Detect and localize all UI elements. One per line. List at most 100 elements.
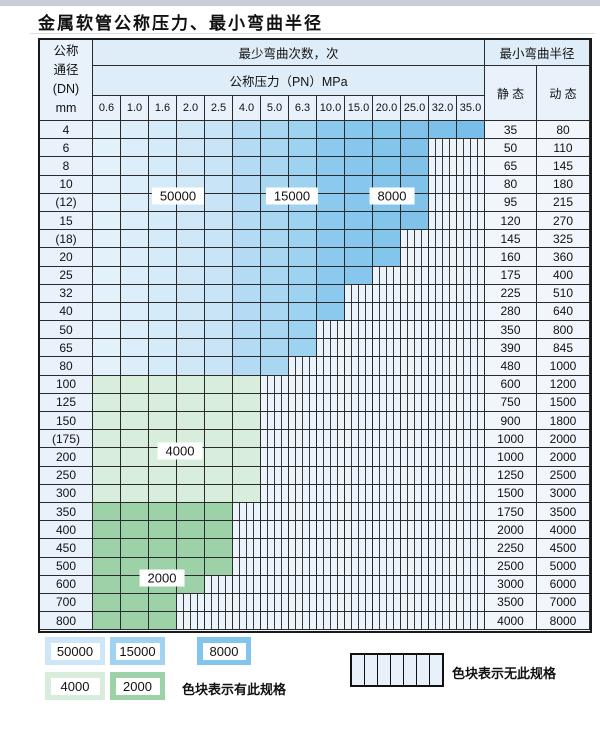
spec-cell-unavailable (345, 557, 373, 576)
spec-cell-available (177, 375, 205, 394)
spec-cell-available (289, 284, 317, 303)
dynamic-radius-cell: 4500 (537, 539, 590, 558)
spec-cell-available (233, 157, 261, 176)
spec-cell-available (289, 248, 317, 267)
spec-cell-available (205, 430, 233, 449)
spec-cell-available (261, 248, 289, 267)
spec-cell-unavailable (401, 357, 429, 376)
spec-cell-available (233, 139, 261, 158)
pressure-value-header: 20.0 (373, 96, 401, 121)
spec-cell-available (345, 211, 373, 231)
dynamic-radius-cell: 2000 (537, 448, 590, 467)
static-radius-cell: 160 (485, 248, 537, 267)
spec-cell-unavailable (373, 575, 401, 594)
spec-cell-unavailable (401, 412, 429, 431)
spec-cell-available (93, 321, 121, 340)
spec-cell-available (93, 284, 121, 303)
spec-cell-unavailable (289, 539, 317, 558)
spec-cell-available (177, 393, 205, 412)
spec-cell-unavailable (429, 502, 457, 522)
spec-cell-available (121, 612, 149, 631)
spec-cell-available (93, 575, 121, 594)
spec-cell-available (177, 230, 205, 249)
spec-cell-available (317, 175, 345, 194)
table-grid: 公称 通径 (DN) mm 最少弯曲次数，次 最小弯曲半径 公称压力（PN）MPa 静 态动 … (40, 40, 590, 631)
dn-header: 公称 通径 (DN) mm (40, 40, 93, 121)
spec-cell-available (233, 302, 261, 322)
dn-cell: 6 (40, 139, 93, 158)
pressure-header: 公称压力（PN）MPa (93, 66, 485, 96)
spec-cell-available (121, 430, 149, 449)
spec-cell-available (149, 139, 177, 158)
static-radius-cell: 1000 (485, 448, 537, 467)
legend-swatch-4000: 4000 (45, 672, 105, 700)
spec-cell-available (261, 339, 289, 358)
static-radius-cell: 350 (485, 321, 537, 340)
spec-cell-unavailable (373, 448, 401, 467)
spec-cell-available (317, 121, 345, 140)
spec-cell-unavailable (373, 357, 401, 376)
static-radius-cell: 900 (485, 412, 537, 431)
spec-cell-unavailable (289, 466, 317, 485)
spec-cell-unavailable (261, 466, 289, 485)
spec-cell-unavailable (457, 575, 485, 594)
spec-cell-available (121, 321, 149, 340)
spec-cell-available (93, 302, 121, 322)
spec-cell-available (149, 466, 177, 485)
spec-cell-unavailable (373, 339, 401, 358)
dn-cell: 300 (40, 484, 93, 503)
dn-cell: 40 (40, 302, 93, 322)
spec-cell-available (93, 339, 121, 358)
dn-cell: (18) (40, 230, 93, 249)
legend-swatch-2000: 2000 (110, 672, 165, 700)
spec-cell-available (205, 357, 233, 376)
spec-cell-unavailable (261, 539, 289, 558)
spec-cell-available (317, 211, 345, 231)
pressure-value-header: 2.0 (177, 96, 205, 121)
spec-cell-available (345, 230, 373, 249)
spec-cell-unavailable (429, 412, 457, 431)
spec-cell-available (177, 502, 205, 522)
spec-cell-available (93, 430, 121, 449)
spec-cell-unavailable (345, 466, 373, 485)
spec-cell-unavailable (457, 448, 485, 467)
dn-cell: 15 (40, 211, 93, 231)
dn-cell: 500 (40, 557, 93, 576)
spec-cell-unavailable (401, 575, 429, 594)
static-radius-cell: 2500 (485, 557, 537, 576)
static-radius-cell: 175 (485, 266, 537, 285)
spec-cell-available (177, 211, 205, 231)
static-radius-cell: 120 (485, 211, 537, 231)
spec-cell-unavailable (261, 448, 289, 467)
pressure-value-header: 6.3 (289, 96, 317, 121)
spec-cell-available (121, 521, 149, 540)
dynamic-radius-cell: 1000 (537, 357, 590, 376)
spec-cell-available (261, 157, 289, 176)
spec-cell-available (289, 230, 317, 249)
spec-cell-available (233, 321, 261, 340)
spec-cell-available (93, 484, 121, 503)
spec-cell-available (93, 266, 121, 285)
spec-cell-available (233, 284, 261, 303)
spec-cell-unavailable (261, 593, 289, 613)
static-radius-cell: 50 (485, 139, 537, 158)
spec-cell-unavailable (429, 593, 457, 613)
spec-cell-unavailable (345, 612, 373, 631)
dynamic-header: 动 态 (537, 66, 590, 121)
spec-cell-available (93, 612, 121, 631)
spec-cell-unavailable (345, 430, 373, 449)
static-radius-cell: 225 (485, 284, 537, 303)
spec-cell-unavailable (457, 230, 485, 249)
spec-cell-unavailable (429, 157, 457, 176)
dynamic-radius-cell: 110 (537, 139, 590, 158)
spec-cell-available (149, 393, 177, 412)
spec-cell-available (317, 157, 345, 176)
spec-cell-available (177, 157, 205, 176)
spec-cell-available (289, 266, 317, 285)
spec-cell-available (233, 211, 261, 231)
spec-cell-unavailable (429, 430, 457, 449)
spec-cell-available (205, 339, 233, 358)
static-header: 静 态 (485, 66, 537, 121)
dn-cell: 700 (40, 593, 93, 613)
spec-cell-available (261, 321, 289, 340)
